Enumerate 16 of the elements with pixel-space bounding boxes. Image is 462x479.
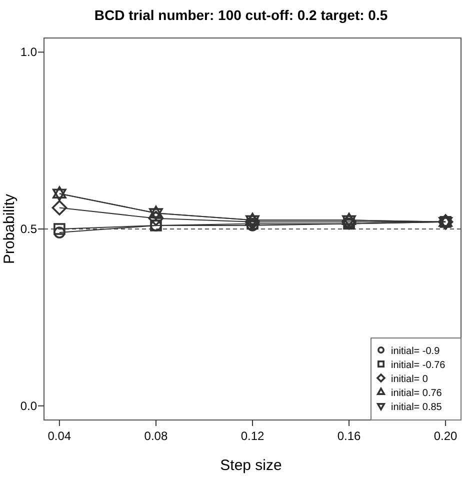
y-axis-title: Probability: [1, 193, 18, 264]
legend-label: initial= 0.76: [391, 388, 442, 399]
legend-label: initial= -0.9: [391, 346, 440, 357]
legend-label: initial= 0: [391, 374, 428, 385]
x-tick-label: 0.12: [240, 429, 264, 443]
x-tick-label: 0.16: [337, 429, 362, 443]
x-tick-label: 0.04: [48, 429, 72, 443]
legend-label: initial= -0.76: [391, 360, 446, 371]
x-tick-label: 0.08: [144, 429, 168, 443]
y-tick-label: 0.5: [20, 222, 38, 236]
legend-label: initial= 0.85: [391, 402, 442, 413]
y-tick-label: 0.0: [20, 398, 38, 413]
x-axis-title: Step size: [220, 457, 282, 474]
x-tick-label: 0.20: [434, 429, 458, 443]
y-tick-label: 1.0: [20, 45, 38, 60]
chart-title: BCD trial number: 100 cut-off: 0.2 target: 0.5: [94, 7, 388, 23]
